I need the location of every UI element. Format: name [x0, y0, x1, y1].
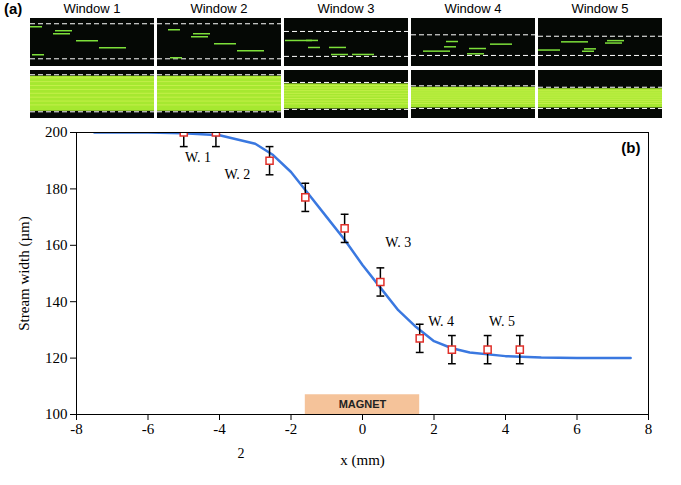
svg-text:200: 200	[45, 124, 68, 140]
svg-text:W. 5: W. 5	[489, 314, 515, 329]
svg-text:2: 2	[237, 446, 244, 461]
svg-text:-4: -4	[213, 421, 226, 437]
svg-text:120: 120	[45, 350, 68, 366]
svg-text:8: 8	[645, 421, 653, 437]
svg-text:140: 140	[45, 294, 68, 310]
svg-text:6: 6	[573, 421, 581, 437]
svg-text:W. 2: W. 2	[224, 167, 250, 182]
html-text:Window 3: Window 3	[317, 1, 375, 16]
svg-text:180: 180	[45, 181, 68, 197]
html-text:Window 2: Window 2	[190, 1, 248, 16]
svg-text:160: 160	[45, 237, 68, 253]
svg-text:(b): (b)	[621, 139, 640, 156]
svg-text:-8: -8	[70, 421, 83, 437]
svg-text:100: 100	[45, 406, 68, 422]
svg-text:W. 3: W. 3	[385, 235, 411, 250]
html-text:Window 5: Window 5	[571, 1, 629, 16]
svg-text:MAGNET: MAGNET	[339, 398, 387, 410]
svg-text:W. 4: W. 4	[428, 314, 454, 329]
svg-text:2: 2	[430, 421, 438, 437]
html-text:(a): (a)	[4, 0, 23, 17]
svg-text:4: 4	[502, 421, 510, 437]
svg-text:x (mm): x (mm)	[340, 452, 385, 469]
svg-text:0: 0	[359, 421, 367, 437]
svg-text:W. 1: W. 1	[185, 150, 211, 165]
html-text:Window 4: Window 4	[444, 1, 502, 16]
svg-text:Stream width (µm): Stream width (µm)	[16, 216, 33, 330]
svg-text:-6: -6	[142, 421, 155, 437]
html-text:Window 1: Window 1	[63, 1, 121, 16]
svg-text:-2: -2	[285, 421, 298, 437]
